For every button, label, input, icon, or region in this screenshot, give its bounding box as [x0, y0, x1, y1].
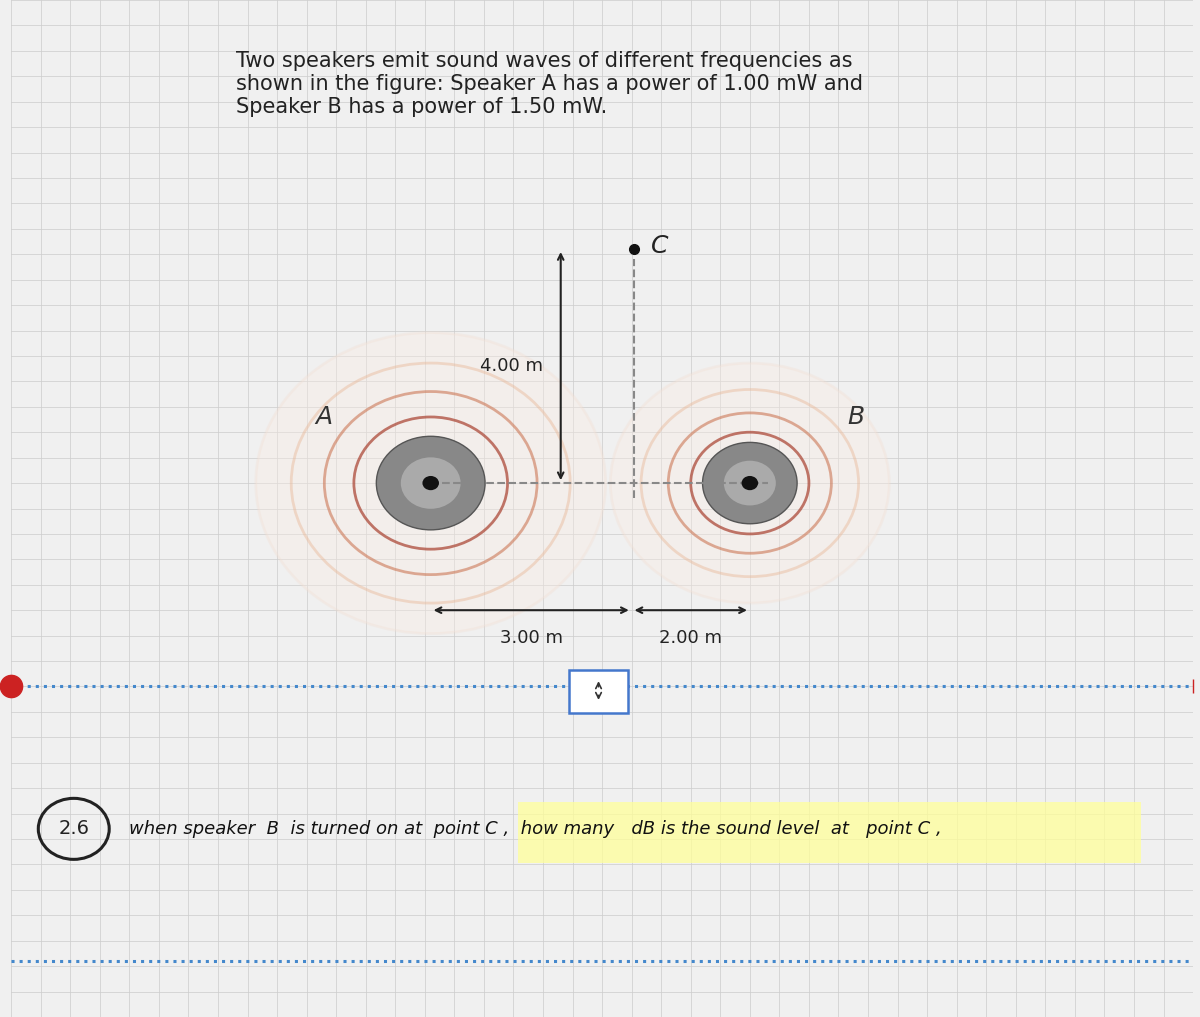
Circle shape: [377, 436, 485, 530]
Circle shape: [702, 442, 797, 524]
Text: 4.00 m: 4.00 m: [480, 357, 542, 375]
Text: Two speakers emit sound waves of different frequencies as
shown in the figure: S: Two speakers emit sound waves of differe…: [235, 51, 863, 117]
Circle shape: [256, 333, 606, 634]
FancyBboxPatch shape: [569, 670, 628, 713]
Text: 2.00 m: 2.00 m: [659, 629, 722, 647]
Circle shape: [422, 476, 439, 490]
Text: 3.00 m: 3.00 m: [499, 629, 563, 647]
Text: B: B: [847, 405, 865, 429]
Circle shape: [724, 461, 776, 505]
Text: 2.6: 2.6: [59, 820, 89, 838]
Circle shape: [401, 458, 461, 508]
Text: C: C: [650, 234, 668, 258]
FancyBboxPatch shape: [518, 802, 1141, 863]
Circle shape: [742, 476, 758, 490]
Circle shape: [611, 363, 889, 603]
Text: when speaker  B  is turned on at  point C ,  how many   dB is the sound level  a: when speaker B is turned on at point C ,…: [130, 820, 942, 838]
Text: A: A: [316, 405, 332, 429]
